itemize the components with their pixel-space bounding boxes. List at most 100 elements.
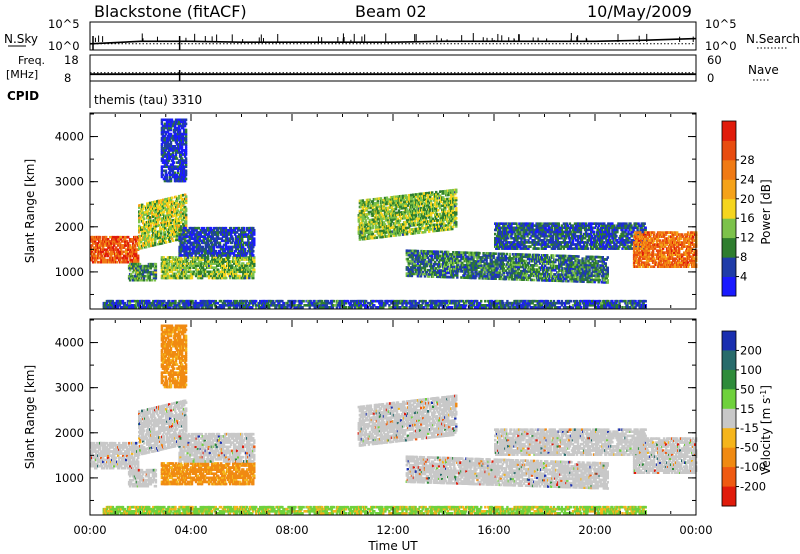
- data-cell: [426, 301, 429, 305]
- data-cell: [599, 299, 602, 303]
- data-cell: [235, 304, 239, 307]
- data-cell: [188, 254, 191, 257]
- data-cell: [184, 151, 188, 154]
- data-cell: [401, 194, 405, 198]
- data-cell: [473, 301, 476, 305]
- data-cell: [129, 244, 132, 247]
- data-cell: [133, 262, 137, 266]
- data-cell: [185, 207, 188, 211]
- data-cell: [182, 222, 185, 226]
- data-cell: [231, 239, 235, 243]
- data-cell: [171, 151, 175, 154]
- data-cell: [184, 304, 187, 307]
- data-cell: [164, 258, 168, 261]
- data-cell: [112, 235, 115, 239]
- data-cell: [217, 276, 220, 280]
- data-cell: [205, 262, 209, 265]
- data-cell: [402, 200, 406, 204]
- data-cell: [590, 304, 593, 307]
- data-cell: [214, 266, 218, 269]
- data-cell: [175, 216, 178, 219]
- data-cell: [197, 260, 201, 263]
- data-cell: [173, 130, 177, 134]
- data-cell: [149, 216, 152, 219]
- data-cell: [131, 306, 135, 309]
- data-cell: [184, 141, 188, 144]
- data-cell: [185, 260, 189, 263]
- data-cell: [235, 299, 239, 303]
- data-cell: [390, 206, 394, 209]
- data-cell: [137, 258, 140, 262]
- data-cell: [118, 304, 122, 307]
- data-cell: [582, 306, 586, 309]
- freq-left-tick-top: 18: [64, 53, 79, 67]
- data-cell: [236, 262, 239, 265]
- data-cell: [143, 217, 146, 221]
- data-cell: [398, 231, 402, 235]
- data-cell: [175, 134, 179, 138]
- data-cell: [116, 242, 119, 245]
- data-cell: [155, 208, 158, 212]
- data-cell: [237, 274, 240, 278]
- data-cell: [246, 226, 249, 230]
- data-cell: [176, 118, 180, 122]
- data-cell: [264, 306, 267, 309]
- data-cell: [180, 157, 184, 160]
- data-cell: [368, 228, 372, 232]
- data-cell: [252, 304, 255, 307]
- data-cell: [363, 233, 367, 237]
- data-cell: [217, 268, 220, 272]
- data-cell: [160, 276, 164, 280]
- data-cell: [191, 299, 194, 303]
- data-cell: [167, 155, 171, 158]
- data-cell: [112, 240, 115, 243]
- data-cell: [221, 252, 225, 255]
- data-cell: [127, 260, 130, 264]
- data-cell: [244, 274, 247, 278]
- data-cell: [396, 195, 400, 198]
- data-cell: [181, 241, 184, 245]
- data-cell: [161, 219, 164, 222]
- data-cell: [134, 244, 137, 247]
- data-cell: [117, 252, 120, 256]
- data-cell: [375, 205, 379, 209]
- data-cell: [179, 173, 183, 177]
- data-cell: [212, 272, 216, 276]
- data-cell: [576, 304, 580, 307]
- data-cell: [168, 173, 172, 177]
- data-cell: [104, 248, 107, 251]
- data-cell: [138, 247, 141, 250]
- data-cell: [496, 306, 499, 309]
- data-cell: [97, 238, 100, 241]
- data-cell: [174, 304, 177, 307]
- data-cell: [385, 202, 389, 206]
- data-cell: [252, 274, 255, 278]
- data-cell: [224, 245, 228, 249]
- data-cell: [146, 235, 149, 238]
- data-cell: [105, 301, 109, 305]
- data-cell: [382, 203, 386, 206]
- data-cell: [185, 219, 188, 223]
- data-cell: [375, 236, 379, 239]
- data-cell: [103, 252, 106, 256]
- data-cell: [195, 258, 199, 261]
- data-cell: [162, 213, 165, 216]
- data-cell: [173, 230, 176, 234]
- data-cell: [634, 306, 637, 309]
- data-cell: [141, 226, 144, 229]
- data-cell: [144, 231, 147, 235]
- data-cell: [238, 229, 241, 232]
- data-cell: [164, 214, 167, 218]
- data-cell: [223, 252, 227, 255]
- nave-label: Nave: [748, 63, 779, 77]
- data-cell: [216, 233, 220, 236]
- data-cell: [228, 239, 232, 243]
- data-cell: [180, 208, 183, 212]
- data-cell: [225, 252, 229, 255]
- data-cell: [164, 231, 167, 234]
- data-cell: [385, 196, 389, 200]
- data-cell: [171, 138, 175, 142]
- data-cell: [133, 276, 137, 280]
- data-cell: [251, 306, 254, 309]
- noise-left-tick-bottom: 10^0: [48, 39, 80, 53]
